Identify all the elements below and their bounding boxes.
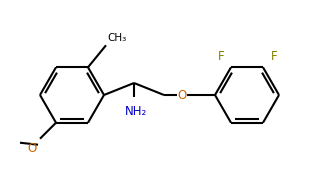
Text: NH₂: NH₂	[125, 105, 147, 118]
Text: F: F	[271, 50, 278, 63]
Text: F: F	[218, 50, 225, 63]
Text: CH₃: CH₃	[107, 33, 126, 43]
Text: O: O	[28, 142, 37, 155]
Text: O: O	[177, 89, 187, 102]
